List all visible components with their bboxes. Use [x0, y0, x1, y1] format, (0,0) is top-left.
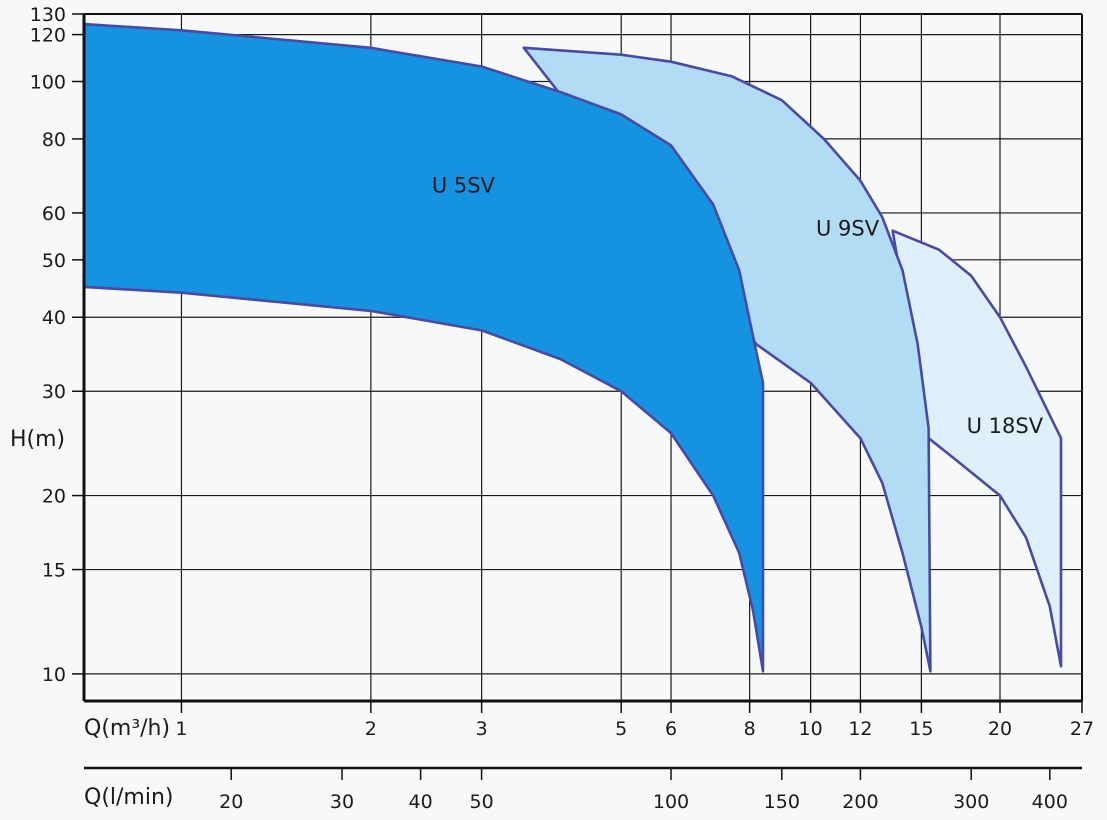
series-areas [82, 22, 1063, 673]
x-tick-label: 5 [615, 718, 627, 740]
plot-frame [82, 13, 1083, 770]
x-tick-label: 3 [476, 718, 488, 740]
series-label-1: U 9SV [816, 216, 880, 240]
x-tick-label: 20 [988, 718, 1012, 740]
series-labels: U 18SV U 9SV U 5SV [432, 173, 1044, 438]
x2-tick-label: 300 [953, 791, 989, 813]
x2-axis-ticks: 20 30 40 50 100 150 200 300 400 [219, 768, 1068, 813]
x2-tick-label: 30 [330, 791, 354, 813]
x-tick-label: 27 [1070, 718, 1094, 740]
x2-tick-label: 40 [409, 791, 433, 813]
y-tick-label: 30 [42, 381, 66, 403]
series-label-2: U 5SV [432, 173, 496, 197]
x-tick-label: 10 [799, 718, 823, 740]
y-tick-label: 60 [42, 203, 66, 225]
x-tick-label: 12 [848, 718, 872, 740]
series-area-2 [82, 22, 765, 673]
y-axis-title: H(m) [10, 427, 65, 452]
series-label-0: U 18SV [967, 414, 1044, 438]
x2-tick-label: 400 [1032, 791, 1068, 813]
x-axis-ticks: 1 2 3 5 6 8 10 12 15 20 27 [175, 701, 1094, 740]
x-tick-label: 15 [909, 718, 933, 740]
y-tick-label: 10 [42, 664, 66, 686]
x-tick-label: 6 [665, 718, 677, 740]
series-area-1 [522, 46, 932, 673]
y-tick-label: 130 [30, 4, 66, 26]
y-tick-label: 80 [42, 129, 66, 151]
x2-tick-label: 200 [842, 791, 878, 813]
y-tick-label: 20 [42, 486, 66, 508]
x2-tick-label: 20 [219, 791, 243, 813]
x-tick-label: 8 [744, 718, 756, 740]
x2-tick-label: 50 [469, 791, 493, 813]
y-tick-label: 40 [42, 307, 66, 329]
y-tick-label: 120 [30, 25, 66, 47]
y-tick-label: 100 [30, 71, 66, 93]
x2-tick-label: 150 [764, 791, 800, 813]
y-tick-label: 50 [42, 250, 66, 272]
x2-axis-title: Q(l/min) [84, 785, 174, 810]
x-tick-label: 2 [365, 718, 377, 740]
x-axis-title: Q(m³/h) [84, 716, 170, 741]
x-tick-label: 1 [175, 718, 187, 740]
y-tick-label: 15 [42, 560, 66, 582]
series-area-0 [891, 229, 1063, 668]
x2-tick-label: 100 [653, 791, 689, 813]
